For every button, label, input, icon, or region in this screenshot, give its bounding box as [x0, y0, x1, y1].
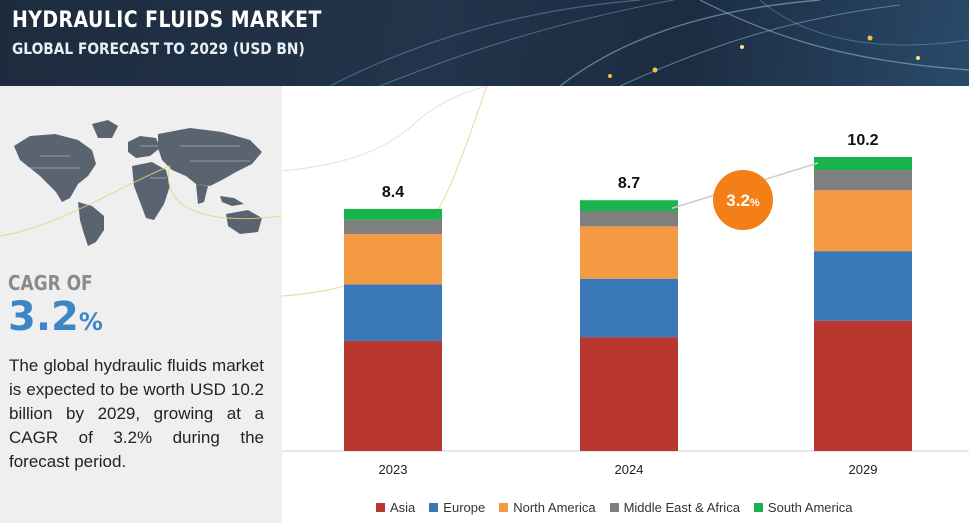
bar-2029-europe [814, 251, 912, 321]
x-tick-label-2029: 2029 [849, 462, 878, 477]
cagr-bubble: 3.2% [713, 170, 773, 230]
page-subtitle: GLOBAL FORECAST TO 2029 (USD BN) [12, 39, 305, 58]
world-map-icon [0, 120, 282, 246]
cagr-value: 3.2% [8, 294, 103, 340]
legend-swatch [499, 502, 509, 512]
header-banner: HYDRAULIC FLUIDS MARKET GLOBAL FORECAST … [0, 0, 969, 86]
bar-2029-asia [814, 320, 912, 451]
bar-2029-south-america [814, 157, 912, 171]
labels-layer: 8.4 2023 8.7 2024 10.2 2029 [379, 132, 879, 477]
x-tick-label-2023: 2023 [379, 462, 408, 477]
legend-item-north-america: North America [499, 499, 596, 515]
bar-2023-middle-east-africa [344, 219, 442, 235]
legend-swatch [609, 502, 619, 512]
bar-2024-south-america [580, 200, 678, 212]
cagr-bubble-circle [713, 170, 773, 230]
legend-item-europe: Europe [429, 500, 485, 515]
cagr-bubble-text: 3.2% [726, 191, 760, 210]
total-label-2024: 8.7 [618, 175, 640, 192]
info-panel: CAGR OF 3.2% The global hydraulic fluids… [0, 86, 282, 523]
legend-label: Asia [390, 499, 416, 515]
cagr-number: 3.2 [8, 294, 79, 340]
legend-item-south-america: South America [753, 499, 853, 515]
legend-swatch [429, 502, 439, 512]
bar-2023-north-america [344, 234, 442, 285]
legend-label: Europe [443, 499, 486, 515]
legend-label: North America [513, 499, 596, 515]
bar-2023-europe [344, 284, 442, 341]
bar-2024-north-america [580, 226, 678, 279]
bar-2023-asia [344, 340, 442, 451]
legend-swatch [376, 502, 385, 512]
bar-2024-europe [580, 278, 678, 338]
legend-label: South America [767, 499, 853, 515]
bars-layer [344, 157, 912, 451]
legend-swatch [753, 502, 763, 512]
x-tick-label-2024: 2024 [615, 462, 644, 477]
bar-2023-south-america [344, 208, 442, 220]
header-decoration [329, 0, 969, 86]
bar-2029-middle-east-africa [814, 170, 912, 191]
market-summary: The global hydraulic fluids market is ex… [9, 356, 264, 471]
total-label-2029: 10.2 [847, 132, 878, 149]
bar-2024-asia [580, 337, 678, 451]
cagr-label: CAGR OF [8, 271, 93, 295]
bar-2024-middle-east-africa [580, 211, 678, 227]
cagr-unit: % [78, 308, 103, 336]
total-label-2023: 8.4 [382, 184, 404, 201]
chart-legend: Asia Europe North America Middle East & Afr… [376, 497, 896, 517]
legend-label: Middle East & Africa [623, 499, 740, 515]
stacked-bar-chart: 8.4 2023 8.7 2024 10.2 2029 3.2% [282, 86, 969, 477]
page-title: HYDRAULIC FLUIDS MARKET [12, 8, 322, 33]
bar-2029-north-america [814, 190, 912, 252]
legend-item-asia: Asia [376, 500, 415, 515]
legend-item-middle-east-africa: Middle East & Africa [609, 499, 740, 515]
